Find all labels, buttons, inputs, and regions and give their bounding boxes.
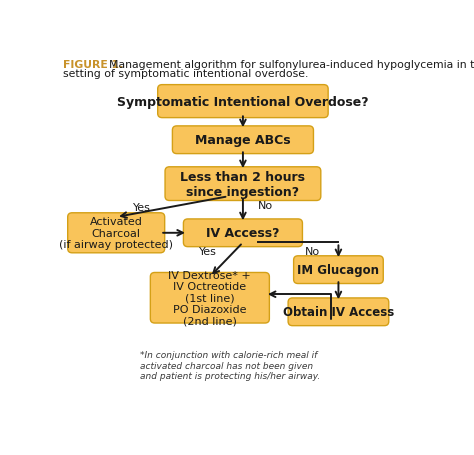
FancyBboxPatch shape <box>183 219 302 247</box>
Text: IM Glucagon: IM Glucagon <box>298 263 379 277</box>
Text: Obtain IV Access: Obtain IV Access <box>283 306 394 318</box>
Text: Manage ABCs: Manage ABCs <box>195 134 291 147</box>
Text: Less than 2 hours
since ingestion?: Less than 2 hours since ingestion? <box>181 170 305 198</box>
FancyBboxPatch shape <box>158 86 328 118</box>
FancyBboxPatch shape <box>173 126 313 154</box>
Text: Yes: Yes <box>199 247 217 257</box>
Text: Activated
Charcoal
(if airway protected): Activated Charcoal (if airway protected) <box>59 217 173 250</box>
FancyBboxPatch shape <box>288 298 389 326</box>
Text: Yes: Yes <box>133 202 151 212</box>
Text: FIGURE 1.: FIGURE 1. <box>63 60 123 70</box>
Text: IV Access?: IV Access? <box>206 227 280 240</box>
FancyBboxPatch shape <box>150 273 269 324</box>
Text: Management algorithm for sulfonylurea-induced hypoglycemia in the: Management algorithm for sulfonylurea-in… <box>109 60 474 70</box>
FancyBboxPatch shape <box>165 167 321 201</box>
FancyBboxPatch shape <box>293 256 383 284</box>
Text: IV Dextrose* +
IV Octreotide
(1st line)
PO Diazoxide
(2nd line): IV Dextrose* + IV Octreotide (1st line) … <box>168 270 251 326</box>
Text: No: No <box>258 201 273 211</box>
Text: setting of symptomatic intentional overdose.: setting of symptomatic intentional overd… <box>63 69 308 79</box>
Text: *In conjunction with calorie-rich meal if
activated charcoal has not been given
: *In conjunction with calorie-rich meal i… <box>140 351 320 380</box>
Text: Symptomatic Intentional Overdose?: Symptomatic Intentional Overdose? <box>117 96 369 108</box>
Text: No: No <box>305 247 320 257</box>
FancyBboxPatch shape <box>68 213 164 253</box>
